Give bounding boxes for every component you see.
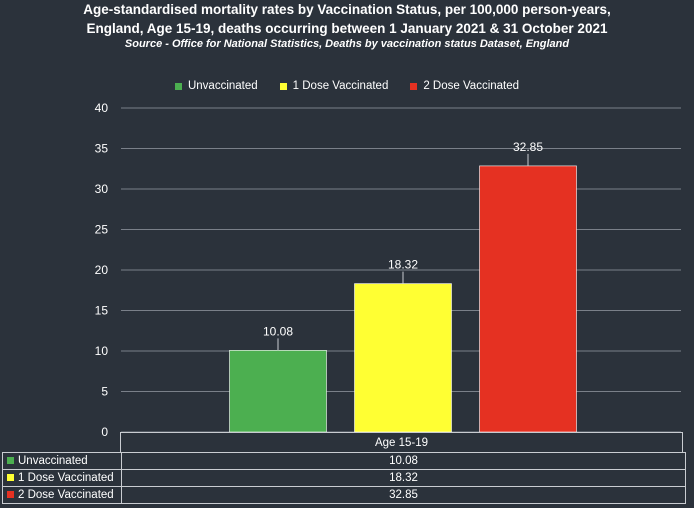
legend-label: 2 Dose Vaccinated — [423, 80, 520, 92]
chart-subtitle: Source - Office for National Statistics,… — [124, 38, 570, 50]
legend: Unvaccinated 1 Dose Vaccinated 2 Dose Va… — [0, 80, 694, 92]
y-tick-label: 30 — [95, 182, 109, 196]
table-cell-value: 10.08 — [121, 452, 686, 470]
bar-3 — [479, 165, 577, 433]
table-swatch — [7, 473, 14, 481]
legend-label: Unvaccinated — [187, 80, 258, 92]
data-label: 18.32 — [388, 258, 418, 272]
y-tick-label: 15 — [95, 304, 109, 318]
legend-label: 1 Dose Vaccinated — [292, 80, 389, 92]
legend-item-2-dose: 2 Dose Vaccinated — [410, 80, 519, 92]
table-row: Unvaccinated 10.08 — [2, 452, 686, 470]
legend-swatch — [410, 82, 418, 90]
table-series-name: 2 Dose Vaccinated — [18, 489, 114, 501]
table-row-label: 1 Dose Vaccinated — [2, 469, 122, 487]
table-row: 2 Dose Vaccinated 32.85 — [2, 486, 686, 504]
table-swatch — [7, 456, 14, 464]
legend-item-unvaccinated: Unvaccinated — [174, 80, 258, 92]
y-tick-label: 0 — [101, 425, 108, 439]
table-cell-value: 18.32 — [121, 469, 686, 487]
y-tick-label: 25 — [95, 223, 109, 237]
table-series-name: 1 Dose Vaccinated — [18, 472, 114, 484]
table-row: 1 Dose Vaccinated 18.32 — [2, 469, 686, 487]
table-cell-value: 32.85 — [121, 486, 686, 504]
table-swatch — [7, 490, 14, 498]
bar-2 — [354, 283, 452, 433]
y-tick-label: 35 — [95, 142, 109, 156]
legend-swatch — [279, 82, 287, 90]
category-label: Age 15-19 — [120, 432, 683, 453]
data-label: 32.85 — [513, 140, 543, 154]
y-tick-label: 10 — [95, 344, 109, 358]
chart-title-line-1: Age-standardised mortality rates by Vacc… — [83, 2, 611, 17]
legend-item-1-dose: 1 Dose Vaccinated — [279, 80, 389, 92]
chart-title-line-2: England, Age 15-19, deaths occurring bet… — [86, 21, 608, 36]
y-tick-label: 20 — [95, 263, 109, 277]
chart-plot: 0 5 10 15 20 25 30 35 40 10.08 18.32 32.85 — [95, 101, 681, 439]
table-row-label: Unvaccinated — [2, 452, 122, 470]
chart-title: Age-standardised mortality rates by Vacc… — [0, 0, 694, 38]
y-tick-label: 5 — [101, 385, 108, 399]
table-row-label: 2 Dose Vaccinated — [2, 486, 122, 504]
y-tick-label: 40 — [95, 101, 109, 115]
data-table: Unvaccinated 10.08 1 Dose Vaccinated 18.… — [2, 452, 686, 504]
bar-1 — [229, 350, 327, 433]
legend-swatch — [174, 82, 182, 90]
table-series-name: Unvaccinated — [18, 455, 88, 467]
data-label: 10.08 — [263, 324, 293, 338]
